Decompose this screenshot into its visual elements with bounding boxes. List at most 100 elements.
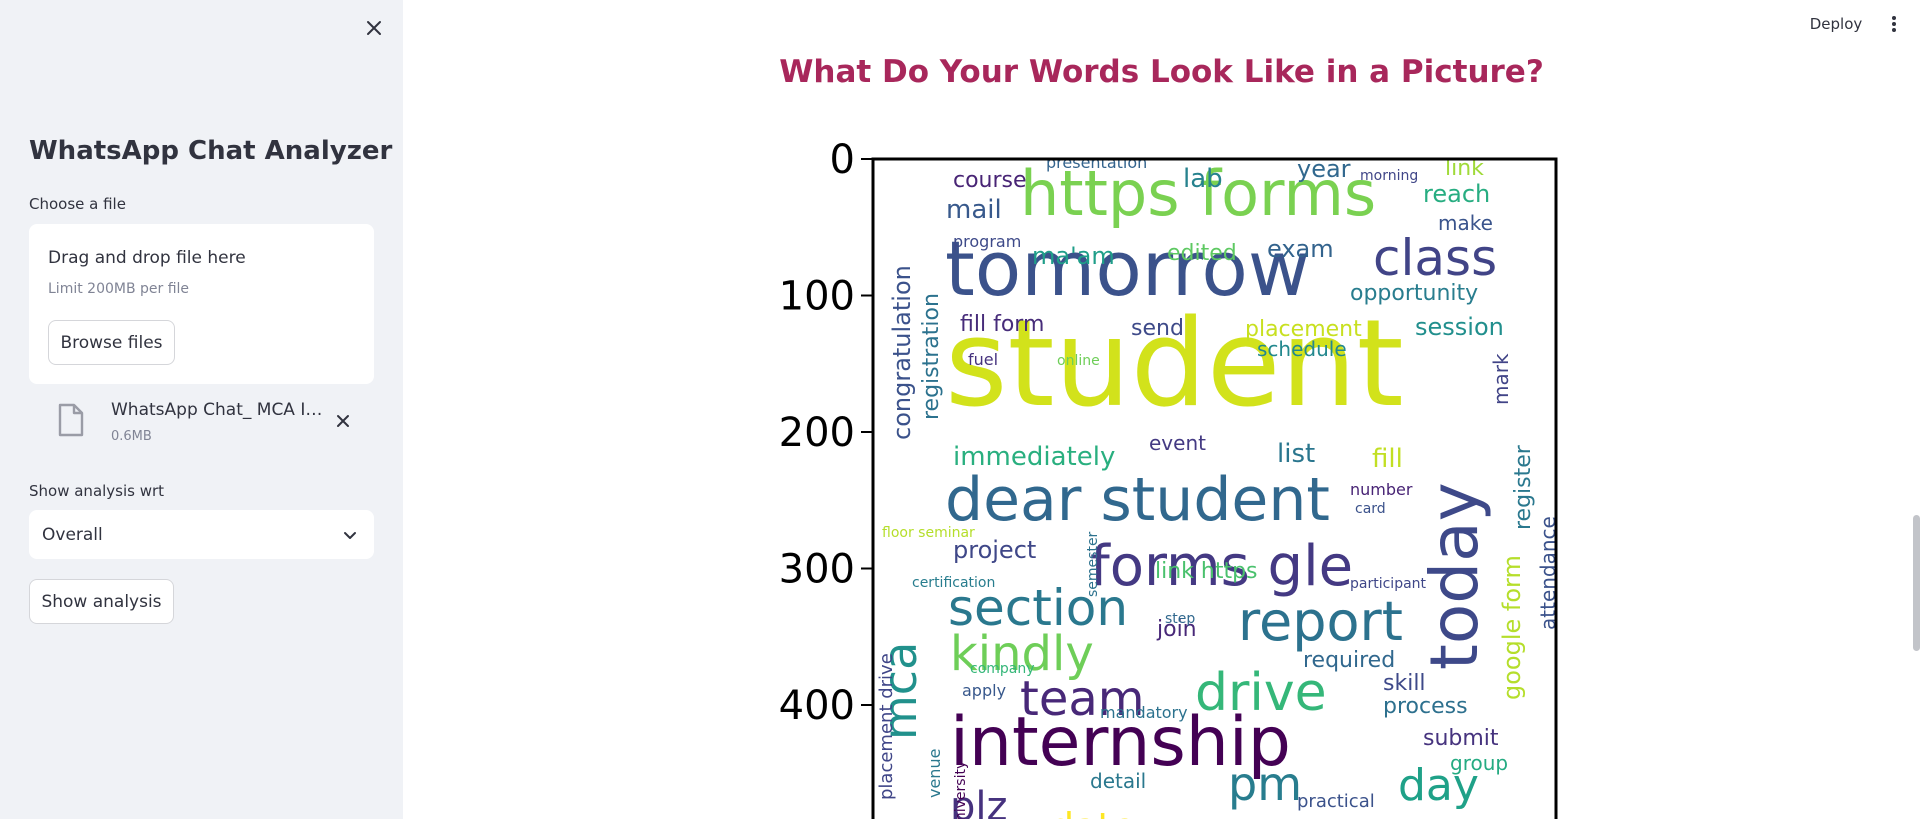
wordcloud-word: process	[1383, 694, 1468, 719]
wordcloud-word: event	[1149, 431, 1206, 455]
wordcloud-word: team	[1020, 671, 1145, 727]
wordcloud-word: section	[948, 579, 1128, 637]
wordcloud-word: google form	[1498, 555, 1526, 700]
wordcloud-word: online	[1057, 353, 1100, 369]
wordcloud-word: mail	[946, 195, 1002, 225]
wordcloud-word: kindly	[950, 626, 1094, 682]
wordcloud-word: list	[1277, 439, 1315, 469]
wordcloud-word: fill form	[960, 312, 1044, 337]
wordcloud-word: submit	[1423, 726, 1499, 751]
wordcloud-background	[873, 159, 1556, 819]
wordcloud-word: placement	[1245, 317, 1362, 342]
wordcloud-word: drive	[1195, 663, 1327, 723]
y-tick-label: 0	[830, 140, 855, 183]
wordcloud-frame	[871, 157, 1558, 819]
main-menu-button[interactable]	[1882, 10, 1906, 38]
dropzone-title: Drag and drop file here	[48, 248, 246, 268]
wordcloud-word: project	[953, 536, 1036, 564]
user-select-value: Overall	[42, 524, 103, 545]
wordcloud-word: exam	[1267, 235, 1334, 263]
y-tick-label: 400	[779, 683, 855, 729]
wordcloud-word: session	[1415, 313, 1504, 341]
wordcloud-word: join	[1156, 617, 1197, 642]
close-sidebar-button[interactable]	[358, 12, 390, 44]
wordcloud-word: congratulation	[888, 265, 916, 440]
wordcloud-word: class	[1373, 229, 1497, 287]
wordcloud-word: student	[945, 295, 1404, 434]
wordcloud-word: forms gle	[1090, 534, 1353, 599]
y-tick-label: 300	[779, 547, 855, 593]
wordcloud-word: ma'am	[1032, 242, 1115, 270]
wordcloud-word: morning	[1360, 168, 1418, 184]
wordcloud-word: fill	[1372, 444, 1403, 474]
wordcloud-word: link https	[1155, 559, 1258, 584]
wordcloud-word: mandatory	[1100, 703, 1188, 722]
wordcloud-word: pm	[1228, 757, 1302, 811]
y-tick-label: 100	[779, 274, 855, 320]
wordcloud-heading: What Do Your Words Look Like in a Pictur…	[779, 54, 1544, 90]
wordcloud-word: group	[1450, 751, 1508, 775]
wordcloud-word: semester	[1085, 531, 1101, 597]
remove-file-button[interactable]	[330, 408, 356, 434]
wordcloud-word: floor seminar	[882, 525, 975, 541]
wordcloud-word: link	[1445, 156, 1484, 181]
close-icon	[367, 21, 381, 35]
wordcloud-word: plz	[950, 784, 1008, 819]
wordcloud-word: placement drive	[876, 653, 897, 800]
wordcloud-word: register	[1511, 444, 1536, 530]
wordcloud-word: presentation	[1046, 153, 1147, 172]
file-uploader-label: Choose a file	[29, 195, 126, 213]
wordcloud-word: edited	[1167, 241, 1237, 266]
file-icon	[57, 403, 85, 437]
wordcloud-word: send	[1131, 316, 1184, 341]
wordcloud-word: venue	[925, 749, 944, 798]
wordcloud-word: mark	[1489, 353, 1513, 405]
wordcloud-word: fuel	[968, 350, 998, 369]
wordcloud-word: apply	[962, 681, 1006, 700]
wordcloud-word: internship	[950, 703, 1291, 782]
uploaded-file-name: WhatsApp Chat_ MCA IV …	[111, 400, 326, 420]
wordcloud-word: reach	[1423, 180, 1490, 208]
kebab-menu-icon	[1892, 16, 1896, 32]
wordcloud-word: registration	[919, 293, 944, 420]
close-icon	[337, 415, 349, 427]
wordcloud-word: schedule	[1257, 337, 1347, 361]
wordcloud-word: participant	[1350, 576, 1427, 592]
user-select[interactable]: Overall	[29, 510, 374, 559]
wordcloud-word: today	[1416, 482, 1493, 670]
wordcloud-word: mca	[873, 642, 927, 740]
uploaded-file-size: 0.6MB	[111, 429, 152, 444]
wordcloud-word: immediately	[953, 442, 1115, 472]
sidebar-title: WhatsApp Chat Analyzer	[29, 136, 393, 166]
wordcloud-word: required	[1303, 648, 1395, 673]
wordcloud-word: day	[1398, 760, 1479, 811]
wordcloud-word: make	[1438, 211, 1493, 235]
wordcloud-word: certification	[912, 575, 995, 591]
wordcloud-word: step	[1165, 611, 1195, 627]
deploy-button[interactable]: Deploy	[1809, 15, 1863, 33]
wordcloud-word: tomorrow	[945, 224, 1310, 313]
wordcloud-word: course	[953, 168, 1027, 193]
wordcloud-word: date	[1050, 805, 1136, 819]
wordcloud-word: number	[1350, 480, 1413, 499]
wordcloud-word: company	[970, 661, 1035, 677]
wordcloud-word: year	[1297, 155, 1351, 183]
wordcloud-word: attendance	[1536, 516, 1560, 630]
wordcloud-word: dear student	[945, 465, 1330, 535]
chevron-down-icon	[344, 532, 356, 539]
wordcloud-word: detail	[1090, 769, 1146, 793]
dropzone-limit: Limit 200MB per file	[48, 281, 190, 297]
y-axis: 0 100 200 300 400	[779, 140, 873, 729]
wordcloud-word: https forms	[1020, 157, 1376, 230]
file-dropzone[interactable]: Drag and drop file here Limit 200MB per …	[29, 224, 374, 384]
show-analysis-button[interactable]: Show analysis	[29, 579, 174, 624]
wordcloud-word: skill	[1383, 671, 1426, 696]
sidebar: WhatsApp Chat Analyzer Choose a file Dra…	[0, 0, 403, 819]
y-tick-label: 200	[779, 410, 855, 456]
wordcloud-word: university	[953, 761, 969, 819]
wordcloud-word: practical	[1297, 791, 1375, 812]
analysis-select-label: Show analysis wrt	[29, 482, 165, 500]
scrollbar-thumb[interactable]	[1913, 515, 1920, 651]
browse-files-button[interactable]: Browse files	[48, 320, 175, 365]
